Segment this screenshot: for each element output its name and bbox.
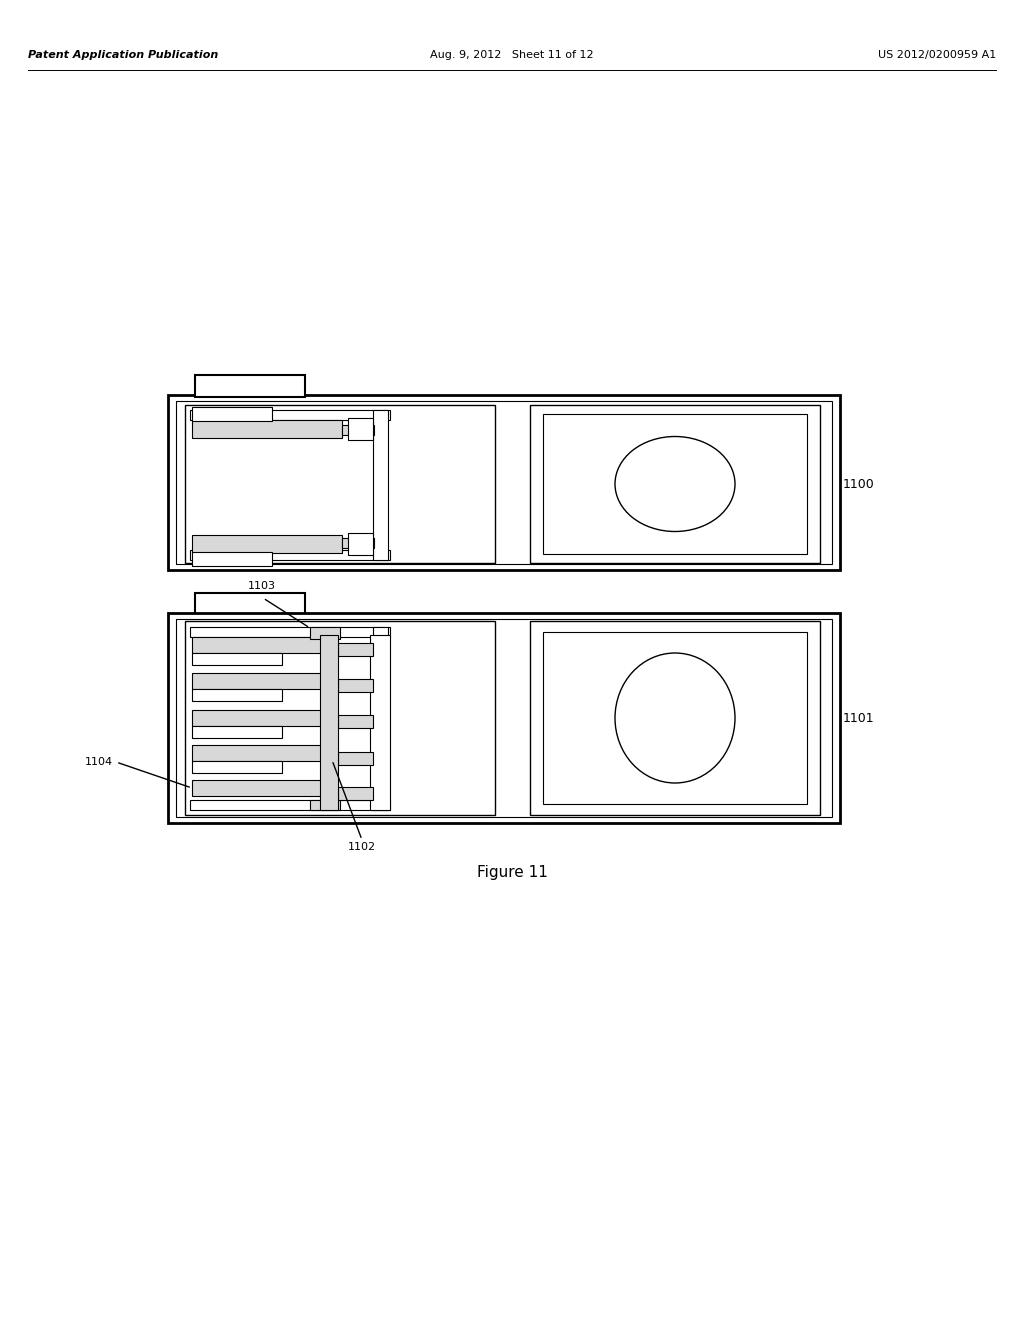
Bar: [185, 405, 495, 564]
Bar: [530, 620, 820, 814]
Bar: [338, 643, 373, 656]
Bar: [168, 395, 840, 570]
Bar: [176, 401, 831, 564]
Bar: [338, 752, 373, 766]
Bar: [193, 780, 322, 796]
Bar: [338, 678, 373, 692]
Bar: [342, 539, 374, 548]
Text: 1102: 1102: [348, 842, 376, 851]
Bar: [338, 715, 373, 729]
Bar: [373, 411, 388, 560]
Bar: [193, 535, 342, 553]
Ellipse shape: [615, 437, 735, 532]
Text: Patent Application Publication: Patent Application Publication: [28, 50, 218, 59]
Bar: [338, 787, 373, 800]
Bar: [193, 710, 322, 726]
Bar: [185, 620, 495, 814]
Text: Figure 11: Figure 11: [476, 865, 548, 880]
Bar: [543, 632, 807, 804]
Bar: [190, 411, 390, 420]
Bar: [190, 800, 390, 810]
Bar: [348, 533, 373, 554]
Bar: [190, 550, 390, 560]
Text: Aug. 9, 2012   Sheet 11 of 12: Aug. 9, 2012 Sheet 11 of 12: [430, 50, 594, 59]
Bar: [342, 425, 374, 436]
Bar: [310, 800, 340, 810]
Bar: [176, 619, 831, 817]
Bar: [193, 653, 282, 665]
Bar: [370, 635, 390, 810]
Text: 1103: 1103: [248, 581, 276, 591]
Bar: [319, 635, 338, 810]
Bar: [193, 420, 342, 438]
Bar: [193, 638, 322, 653]
Text: 1104: 1104: [85, 756, 113, 767]
Bar: [190, 627, 390, 638]
Bar: [530, 405, 820, 564]
Bar: [310, 627, 340, 639]
Bar: [168, 612, 840, 822]
Bar: [193, 673, 322, 689]
Bar: [193, 552, 272, 566]
Bar: [373, 627, 388, 810]
Bar: [193, 762, 282, 774]
Text: US 2012/0200959 A1: US 2012/0200959 A1: [878, 50, 996, 59]
Bar: [195, 375, 305, 397]
Bar: [543, 414, 807, 554]
Text: 1100: 1100: [843, 478, 874, 491]
Text: 1101: 1101: [843, 711, 874, 725]
Bar: [195, 593, 305, 615]
Bar: [193, 689, 282, 701]
Bar: [193, 726, 282, 738]
Ellipse shape: [615, 653, 735, 783]
Bar: [193, 407, 272, 421]
Bar: [348, 418, 373, 440]
Bar: [193, 744, 322, 762]
